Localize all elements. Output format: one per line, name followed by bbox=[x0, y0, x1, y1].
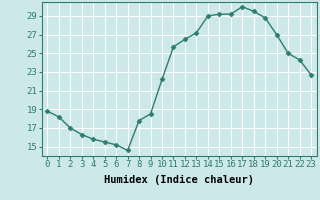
X-axis label: Humidex (Indice chaleur): Humidex (Indice chaleur) bbox=[104, 175, 254, 185]
